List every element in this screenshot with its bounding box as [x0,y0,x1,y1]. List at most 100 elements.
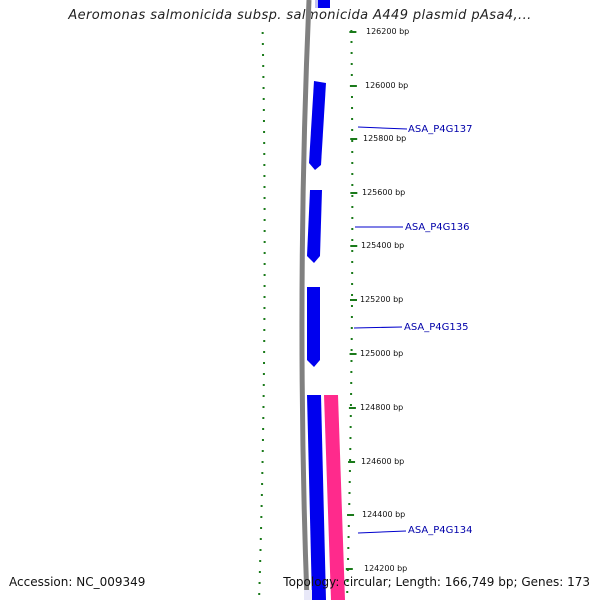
scale-dot [350,305,353,307]
scale-dot [261,483,264,485]
scale-dot [263,329,266,331]
scale-dot [263,230,266,232]
scale-dot [350,52,353,54]
scale-dot [263,263,266,265]
scale-dot [263,219,266,221]
scale-dot [263,351,266,353]
bp-label: 125400 bp [361,241,404,250]
scale-dot [263,340,266,342]
scale-dot [351,217,354,219]
bp-label: 125600 bp [362,188,405,197]
bp-label: 124400 bp [362,510,405,519]
major-tick [348,407,356,409]
scale-dot [350,63,353,65]
scale-dot [349,437,352,439]
scale-dot [260,505,263,507]
scale-dot [263,241,266,243]
accession-text: Accession: NC_009349 [9,575,146,589]
scale-dot [263,164,266,166]
major-tick [350,192,358,194]
scale-dot [351,107,354,109]
scale-dot [351,228,354,230]
scale-dot [346,591,349,593]
scale-dot [351,272,354,274]
bp-label: 124600 bp [361,457,404,466]
scale-dot [258,571,261,573]
scale-dot [347,536,350,538]
scale-dot [263,197,266,199]
scale-dot [262,417,265,419]
gene-label-ASA_P4G136[interactable]: ASA_P4G136 [405,222,469,233]
gene-label-ASA_P4G137[interactable]: ASA_P4G137 [408,124,472,135]
gene-ASA_P4G135[interactable] [307,287,320,367]
scale-dot [351,206,354,208]
bp-label: 125000 bp [360,349,403,358]
scale-dot [351,261,354,263]
scale-dot [351,173,354,175]
gene-feature-offscreen-top[interactable] [318,0,330,8]
gene-ASA_P4G134[interactable] [307,395,326,600]
scale-dot [263,318,266,320]
leader-line-ASA_P4G137 [357,126,408,130]
gene-label-ASA_P4G135[interactable]: ASA_P4G135 [404,322,468,333]
scale-dot [351,118,354,120]
gene-ASA_P4G137[interactable] [309,81,326,170]
scale-dot [263,186,266,188]
major-tick [345,568,353,570]
scale-dot [259,549,262,551]
bp-label: 126000 bp [365,81,408,90]
scale-dot [262,395,265,397]
gene-ASA_P4G136[interactable] [307,190,322,263]
scale-dot [351,184,354,186]
bp-label: 124800 bp [360,403,403,412]
scale-dot [261,472,264,474]
scale-dot [351,195,354,197]
scale-dot [263,274,266,276]
pink-feature[interactable] [324,395,345,600]
scale-dot [350,382,353,384]
scale-dot [261,450,264,452]
scale-dot [260,527,263,529]
leader-line-ASA_P4G134 [357,530,407,534]
scale-dot [351,162,354,164]
scale-dot [350,316,353,318]
major-tick [347,514,355,516]
scale-dot [263,153,266,155]
scale-dot [349,426,352,428]
scale-dot [260,494,263,496]
scale-dot [263,252,266,254]
major-tick [349,85,357,87]
scale-dot [262,87,265,89]
bp-label: 124200 bp [364,564,407,573]
scale-dot [262,98,265,100]
plasmid-backbone [299,0,312,600]
scale-dot [261,43,264,45]
scale-dot [350,96,353,98]
scale-dot [349,415,352,417]
scale-dot [347,558,350,560]
scale-dot [351,151,354,153]
scale-dot [259,560,262,562]
bp-label: 125200 bp [360,295,403,304]
scale-dot [262,406,265,408]
scale-dot [262,109,265,111]
scale-dot [350,371,353,373]
scale-dot [261,461,264,463]
scale-dot [346,580,349,582]
scale-dot [350,327,353,329]
scale-dot [261,439,264,441]
inner-scale-ring [258,32,266,595]
scale-dot [349,404,352,406]
map-title: Aeromonas salmonicida subsp. salmonicida… [68,8,532,23]
scale-dot [348,470,351,472]
scale-dot [349,448,352,450]
outer-scale-ring [345,30,358,593]
scale-dot [347,547,350,549]
scale-dot [351,283,354,285]
gene-label-ASA_P4G134[interactable]: ASA_P4G134 [408,525,472,536]
scale-dot [350,349,353,351]
bp-label: 125800 bp [363,134,406,143]
scale-dot [262,54,265,56]
topology-summary: Topology: circular; Length: 166,749 bp; … [283,575,590,589]
